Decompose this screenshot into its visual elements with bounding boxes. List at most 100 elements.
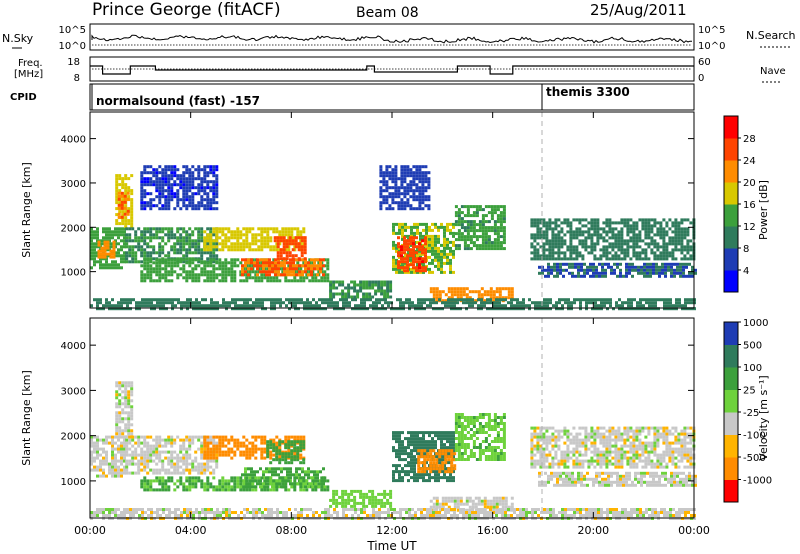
heatmap-cell [103, 240, 107, 244]
heatmap-cell [230, 261, 234, 265]
heatmap-cell [296, 482, 300, 486]
heatmap-cell [215, 207, 219, 211]
heatmap-cell [391, 198, 395, 202]
heatmap-cell [629, 257, 633, 261]
heatmap-cell [415, 260, 418, 264]
heatmap-cell [313, 470, 316, 474]
heatmap-cell [354, 298, 357, 302]
heatmap-cell [194, 279, 198, 283]
heatmap-cell [130, 189, 134, 193]
heatmap-cell [285, 257, 289, 261]
heatmap-cell [400, 180, 404, 184]
heatmap-cell [281, 233, 285, 237]
heatmap-cell [230, 279, 234, 283]
heatmap-cell [359, 283, 363, 287]
heatmap-cell [256, 482, 259, 486]
heatmap-cell [242, 227, 246, 231]
heatmap-cell [409, 207, 413, 211]
heatmap-cell [682, 262, 685, 266]
heatmap-cell [557, 251, 561, 255]
heatmap-cell [143, 180, 147, 184]
heatmap-cell [623, 239, 627, 243]
cpid-label: CPID [10, 92, 37, 103]
heatmap-cell [456, 290, 460, 294]
heatmap-cell [117, 301, 120, 305]
heatmap-cell [236, 441, 240, 445]
heatmap-cell [279, 304, 282, 308]
heatmap-cell [115, 426, 119, 430]
heatmap-cell [319, 267, 322, 271]
heatmap-cell [478, 208, 482, 212]
heatmap-cell [365, 280, 369, 284]
heatmap-cell [146, 261, 150, 265]
heatmap-cell [478, 235, 482, 239]
heatmap-cell [276, 257, 280, 261]
heatmap-cell [209, 264, 213, 268]
heatmap-cell [360, 307, 363, 311]
heatmap-cell [679, 271, 682, 275]
heatmap-cell [314, 279, 318, 283]
heatmap-cell [236, 236, 240, 240]
heatmap-cell [93, 233, 96, 237]
heatmap-cell [416, 261, 419, 265]
heatmap-cell [179, 482, 183, 486]
heatmap-cell [131, 245, 135, 249]
heatmap-cell [131, 450, 135, 454]
heatmap-cell [507, 287, 511, 291]
heatmap-cell [149, 192, 153, 196]
heatmap-cell [671, 251, 675, 255]
heatmap-cell [545, 242, 549, 246]
heatmap-cell [233, 453, 237, 457]
heatmap-cell [260, 456, 264, 460]
heatmap-cell [212, 468, 216, 472]
heatmap-cell [209, 459, 213, 463]
heatmap-cell [161, 204, 165, 208]
heatmap-cell [140, 245, 144, 249]
heatmap-cell [120, 191, 124, 195]
heatmap-cell [649, 265, 652, 269]
heatmap-cell [268, 264, 271, 268]
heatmap-cell [665, 230, 669, 234]
heatmap-cell [130, 216, 134, 220]
heatmap-cell [638, 218, 642, 222]
heatmap-cell [423, 307, 426, 311]
heatmap-cell [230, 230, 234, 234]
heatmap-cell [481, 244, 485, 248]
heatmap-cell [170, 230, 174, 234]
heatmap-cell [391, 201, 395, 205]
heatmap-cell [629, 230, 633, 234]
heatmap-cell [215, 242, 219, 246]
heatmap-cell [273, 307, 276, 311]
heatmap-cell [481, 238, 485, 242]
heatmap-cell [400, 201, 404, 205]
heatmap-cell [418, 260, 421, 264]
heatmap-cell [155, 189, 159, 193]
heatmap-cell [185, 233, 189, 237]
heatmap-cell [273, 298, 276, 302]
heatmap-cell [591, 307, 594, 311]
heatmap-cell [233, 248, 237, 252]
heatmap-cell [179, 438, 183, 442]
heatmap-cell [279, 298, 282, 302]
freq-right-tick-top: 60 [698, 57, 711, 68]
heatmap-cell [293, 276, 297, 280]
heatmap-cell [127, 414, 131, 418]
heatmap-cell [650, 230, 654, 234]
heatmap-cell [437, 255, 440, 259]
heatmap-cell [230, 476, 234, 480]
heatmap-cell [254, 476, 258, 480]
heatmap-cell [347, 283, 351, 287]
heatmap-cell [434, 240, 437, 244]
heatmap-cell [176, 453, 180, 457]
heatmap-cell [117, 206, 121, 210]
heatmap-cell [287, 479, 291, 483]
heatmap-cell [123, 471, 126, 475]
freq-series [90, 65, 694, 75]
heatmap-cell [224, 258, 228, 262]
heatmap-cell [596, 218, 600, 222]
heatmap-cell [173, 258, 177, 262]
heatmap-cell [284, 230, 288, 234]
heatmap-cell [215, 201, 219, 205]
heatmap-cell [185, 261, 189, 265]
